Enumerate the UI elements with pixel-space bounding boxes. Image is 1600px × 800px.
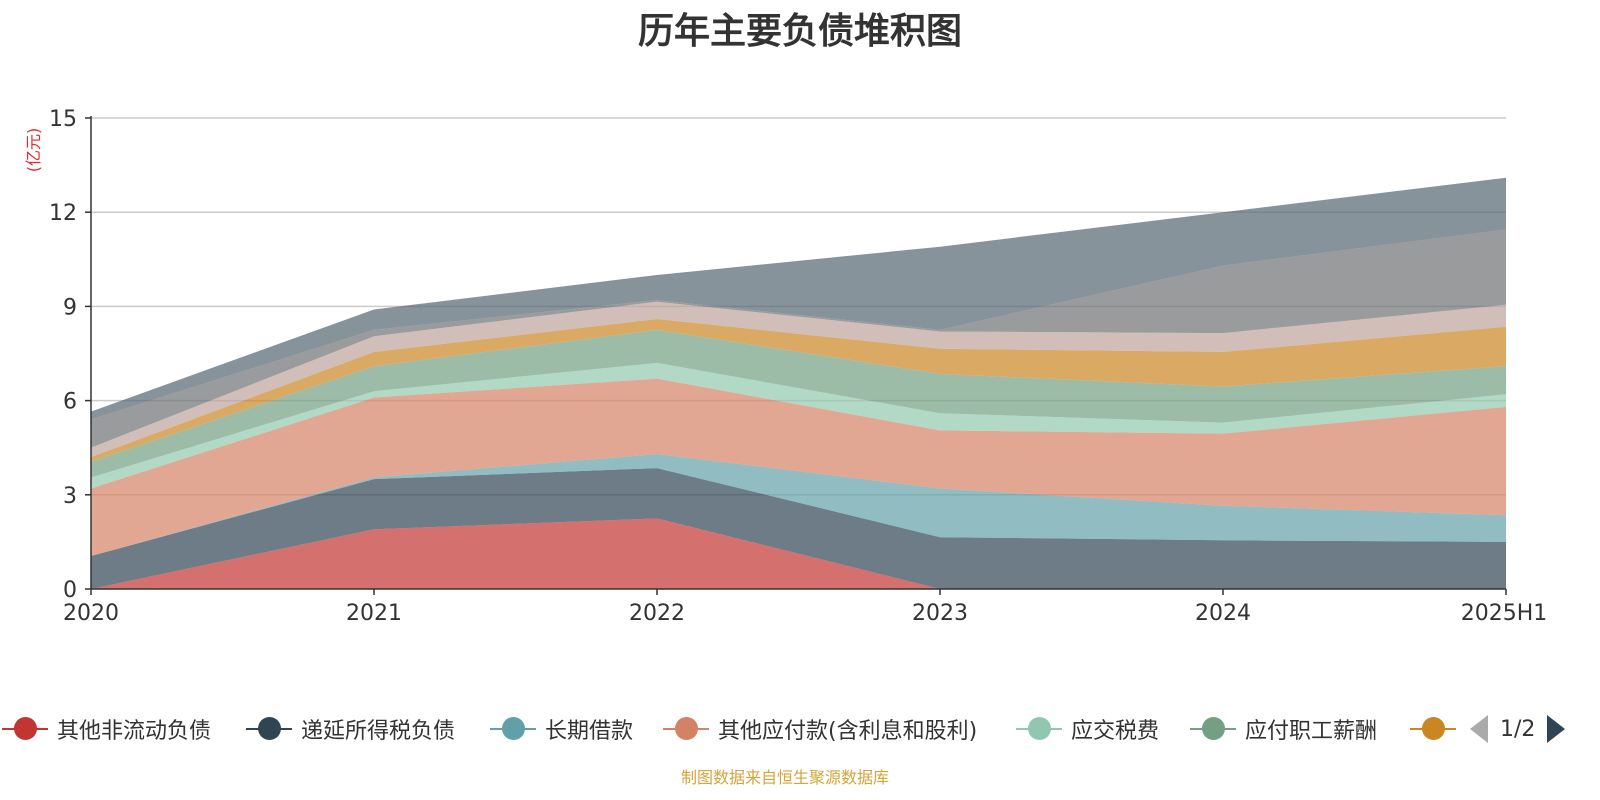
y-tick-label: 6 [63, 390, 77, 415]
legend-swatch-icon [1190, 712, 1236, 746]
y-tick-label: 0 [63, 578, 77, 603]
legend-item[interactable]: 应付职工薪酬 [1190, 712, 1377, 746]
legend-prev-arrow-icon[interactable] [1470, 715, 1488, 743]
x-tick-label: 2023 [912, 601, 968, 626]
area-series-4 [91, 362, 1506, 489]
legend-swatch-icon [1016, 712, 1062, 746]
area-series-8 [91, 229, 1506, 448]
legend-label: 应付职工薪酬 [1245, 719, 1378, 744]
y-tick-label: 9 [63, 295, 77, 320]
y-tick-label: 12 [49, 201, 77, 226]
area-series-9 [91, 177, 1506, 420]
area-series-7 [91, 301, 1506, 458]
legend-swatch-icon [1410, 712, 1456, 746]
legend-item[interactable]: 应交税费 [1016, 712, 1159, 746]
x-tick-label: 2024 [1195, 601, 1251, 626]
x-tick-label: 2020 [63, 601, 119, 626]
legend-label: 长期借款 [545, 719, 634, 744]
legend-item[interactable]: 其他非流动负债 [2, 712, 211, 746]
legend-label: 其他非流动负债 [57, 719, 212, 744]
legend-next-arrow-icon[interactable] [1547, 715, 1566, 743]
legend-page-indicator: 1/2 [1500, 716, 1536, 742]
chart-title: 历年主要负债堆积图 [637, 11, 962, 52]
legend-item[interactable]: 其他应付款(含利息和股利) [663, 712, 977, 746]
area-series-3 [91, 378, 1506, 556]
legend-swatch-icon [490, 712, 536, 746]
x-tick-label: 2025H1 [1461, 601, 1548, 626]
data-source-note: 制图数据来自恒生聚源数据库 [680, 768, 889, 787]
legend: 其他非流动负债 递延所得税负债 长期借款 其他应付款(含利息和股利) 应交税费 应付职工薪… [0, 712, 1600, 746]
area-series-1 [91, 468, 1506, 589]
area-series-6 [91, 319, 1506, 462]
legend-item[interactable]: 递延所得税负债 [246, 712, 455, 746]
legend-swatch-icon [246, 712, 292, 746]
legend-pager: 1/2 [1470, 712, 1566, 746]
stacked-area-chart: 0 3 6 9 12 15 2020 2021 2022 2023 2024 2025H1 [49, 107, 1548, 626]
x-tick-label: 2021 [346, 601, 402, 626]
area-series-5 [91, 329, 1506, 478]
legend-swatch-icon [2, 712, 48, 746]
x-tick-label: 2022 [629, 601, 685, 626]
y-tick-label: 15 [49, 107, 77, 132]
y-tick-label: 3 [63, 484, 77, 509]
legend-swatch-icon [663, 712, 709, 746]
legend-label: 其他应付款(含利息和股利) [718, 719, 978, 744]
area-series-2 [91, 454, 1506, 556]
legend-label: 递延所得税负债 [301, 719, 456, 744]
legend-item[interactable]: 长期借款 [490, 712, 633, 746]
legend-item[interactable] [1410, 712, 1456, 746]
legend-label: 应交税费 [1071, 719, 1160, 744]
